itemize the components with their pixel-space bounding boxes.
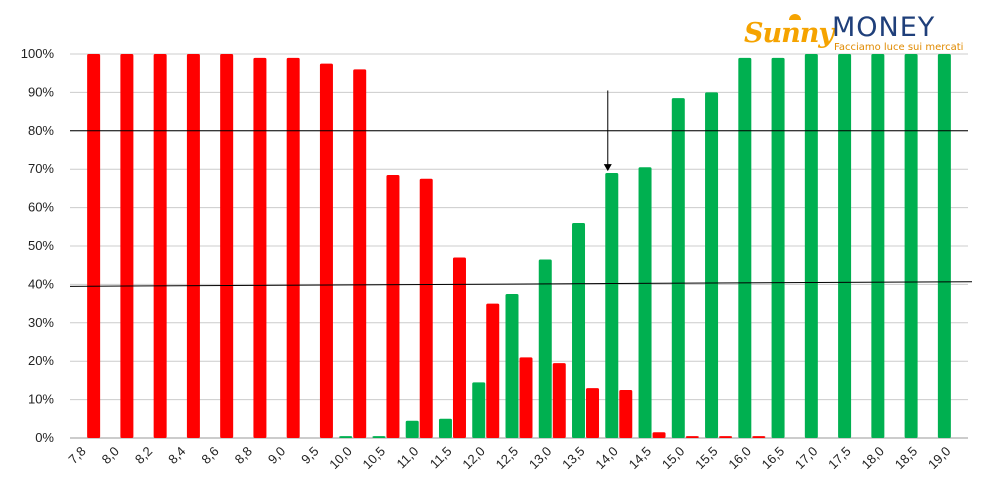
bar (552, 363, 566, 438)
x-tick-label: 12,5 (493, 444, 522, 473)
y-tick-label: 50% (28, 238, 54, 253)
bar (319, 63, 333, 438)
x-tick-label: 8,6 (198, 444, 221, 467)
bar (771, 57, 785, 439)
y-tick-label: 70% (28, 161, 54, 176)
arrow-head (603, 164, 612, 172)
bar (719, 436, 733, 438)
y-tick-label: 10% (28, 392, 54, 407)
bar (937, 54, 951, 438)
bar (372, 436, 386, 438)
bar (804, 54, 818, 438)
y-tick-label: 90% (28, 84, 54, 99)
bar (572, 222, 586, 438)
trend-line (69, 281, 973, 287)
y-tick-label: 80% (28, 123, 54, 138)
bar (253, 57, 267, 439)
bar (685, 436, 699, 438)
x-tick-label: 10,0 (326, 444, 355, 473)
x-tick-label: 14,5 (626, 444, 655, 473)
x-tick-label: 14,0 (592, 444, 621, 473)
bar (153, 54, 167, 438)
bar (419, 178, 433, 439)
y-tick-label: 0% (35, 430, 54, 445)
x-tick-label: 8,8 (232, 444, 255, 467)
bar (671, 98, 685, 438)
bar (904, 54, 918, 438)
x-tick-label: 7,8 (65, 444, 88, 467)
bar (871, 54, 885, 438)
bar (386, 174, 400, 438)
x-tick-label: 11,5 (427, 444, 455, 472)
bar (186, 54, 200, 438)
bar (619, 390, 633, 438)
bar (452, 257, 466, 438)
bar (638, 167, 652, 438)
y-tick-label: 100% (21, 46, 55, 61)
x-tick-label: 18,5 (892, 444, 921, 473)
bar (486, 303, 500, 438)
x-axis-ticks: 7,8 8,0 8,2 8,4 8,6 8,8 9,0 9,5 10,0 10,5 11,0 11,5… (65, 444, 953, 473)
bars (87, 54, 951, 439)
grid-lines (70, 53, 968, 439)
logo-tagline: Facciamo luce sui mercati (834, 42, 964, 53)
bar (738, 57, 752, 439)
bar (838, 54, 852, 438)
bar (605, 173, 619, 439)
bar (405, 420, 419, 438)
bar (586, 388, 600, 438)
annotations (69, 90, 973, 287)
x-tick-label: 19,0 (925, 444, 954, 473)
y-tick-label: 30% (28, 315, 54, 330)
x-tick-label: 15,0 (659, 444, 688, 473)
y-tick-label: 40% (28, 276, 54, 291)
bar (652, 432, 666, 438)
x-tick-label: 11,0 (394, 444, 422, 472)
x-tick-label: 15,5 (692, 444, 721, 473)
bar (705, 92, 719, 439)
y-tick-label: 60% (28, 200, 54, 215)
bar (519, 357, 533, 438)
bar (538, 259, 552, 438)
bar (438, 418, 452, 438)
y-tick-label: 20% (28, 353, 54, 368)
x-tick-label: 9,5 (298, 444, 321, 467)
bar (286, 57, 300, 439)
sunny-money-logo: Sunny MONEY Facciamo luce sui mercati (744, 10, 970, 58)
bar (472, 382, 486, 438)
bar (120, 54, 134, 438)
x-tick-label: 9,0 (265, 444, 288, 467)
x-tick-label: 13,0 (526, 444, 555, 473)
x-tick-label: 17,0 (792, 444, 821, 473)
bar (752, 436, 766, 438)
bar (505, 294, 519, 438)
x-tick-label: 8,0 (99, 444, 122, 467)
x-tick-label: 12,0 (459, 444, 488, 473)
x-tick-label: 8,2 (132, 444, 155, 467)
x-tick-label: 16,0 (725, 444, 754, 473)
x-tick-label: 8,4 (165, 444, 188, 467)
x-tick-label: 16,5 (759, 444, 788, 473)
sun-icon (789, 14, 801, 20)
bar (339, 436, 353, 438)
x-tick-label: 10,5 (360, 444, 389, 473)
x-tick-label: 17,5 (825, 444, 854, 473)
bar (353, 69, 367, 439)
x-tick-label: 18,0 (858, 444, 887, 473)
bar (220, 54, 234, 438)
logo-brand-money: MONEY (832, 12, 936, 43)
logo-brand-sunny: Sunny (744, 18, 834, 49)
bar (87, 54, 101, 438)
y-axis-ticks: 0% 10% 20% 30% 40% 50% 60% 70% 80% 90% 100% (21, 46, 55, 445)
x-tick-label: 13,5 (559, 444, 588, 473)
